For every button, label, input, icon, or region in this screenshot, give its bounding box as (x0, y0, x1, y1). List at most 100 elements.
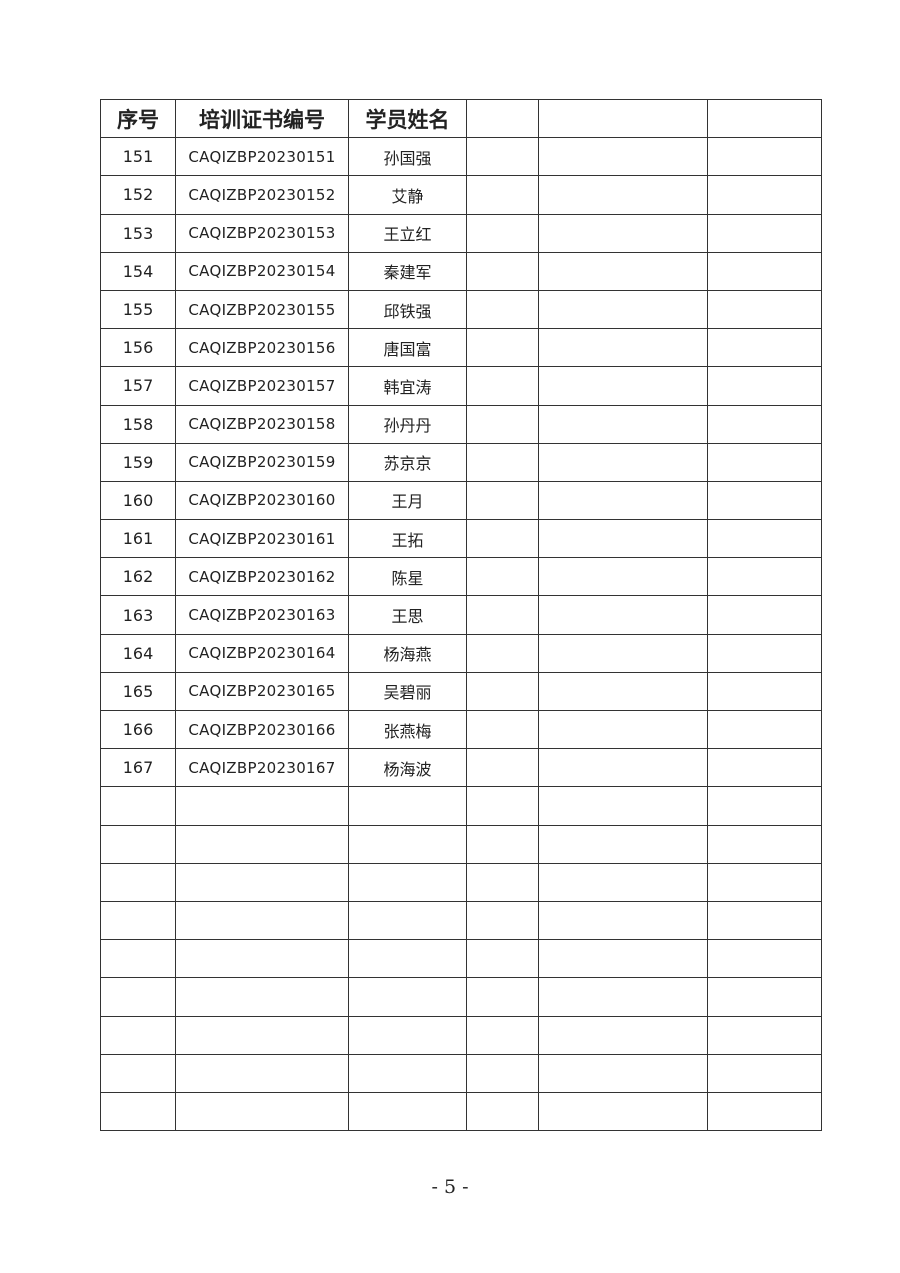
empty-cell (538, 328, 708, 368)
trainee-name: 孙国强 (348, 137, 467, 177)
empty-cell (538, 480, 708, 521)
trainee-name: 吴碧丽 (348, 671, 467, 712)
empty-cell (175, 786, 349, 826)
trainee-name: 苏京京 (348, 442, 467, 482)
empty-cell (466, 900, 539, 941)
trainee-name: 孙丹丹 (348, 404, 467, 444)
serial-number: 156 (100, 328, 176, 368)
empty-cell (466, 251, 539, 291)
empty-cell (538, 289, 708, 330)
empty-cell (466, 786, 539, 826)
page-number: - 5 - (431, 1176, 469, 1198)
trainee-table: 序号 培训证书编号 学员姓名 151 CAQIZBP20230151 孙国强 152 CAQ… (100, 98, 822, 1132)
column-header: 培训证书编号 (175, 98, 349, 139)
certificate-number: CAQIZBP20230163 (175, 595, 349, 635)
empty-cell (538, 748, 708, 788)
empty-cell (466, 862, 539, 902)
empty-cell (707, 939, 822, 979)
empty-cell (348, 1053, 467, 1093)
certificate-number: CAQIZBP20230167 (175, 748, 349, 788)
column-header (707, 98, 822, 139)
empty-cell (707, 633, 822, 673)
trainee-name: 王思 (348, 595, 467, 635)
table-row: 151 CAQIZBP20230151 孙国强 (100, 137, 822, 177)
empty-cell (466, 977, 539, 1017)
column-header: 序号 (100, 98, 176, 139)
empty-cell (100, 786, 176, 826)
empty-cell (466, 824, 539, 864)
empty-cell (707, 328, 822, 368)
empty-cell (466, 175, 539, 215)
empty-cell (348, 1091, 467, 1132)
empty-row (100, 1053, 822, 1093)
empty-cell (100, 1053, 176, 1093)
empty-cell (538, 595, 708, 635)
empty-cell (466, 939, 539, 979)
empty-cell (175, 977, 349, 1017)
empty-cell (707, 366, 822, 406)
empty-cell (466, 1015, 539, 1055)
empty-cell (175, 1091, 349, 1132)
table-row: 154 CAQIZBP20230154 秦建军 (100, 251, 822, 291)
certificate-number: CAQIZBP20230164 (175, 633, 349, 673)
empty-cell (466, 595, 539, 635)
empty-cell (707, 1015, 822, 1055)
table-row: 155 CAQIZBP20230155 邱铁强 (100, 289, 822, 330)
serial-number: 163 (100, 595, 176, 635)
empty-cell (538, 1015, 708, 1055)
empty-cell (175, 900, 349, 941)
empty-cell (707, 289, 822, 330)
trainee-name: 杨海波 (348, 748, 467, 788)
table-row: 161 CAQIZBP20230161 王拓 (100, 519, 822, 559)
empty-row (100, 824, 822, 864)
empty-cell (466, 709, 539, 750)
trainee-name: 秦建军 (348, 251, 467, 291)
empty-cell (538, 519, 708, 559)
empty-row (100, 786, 822, 826)
empty-row (100, 977, 822, 1017)
serial-number: 166 (100, 709, 176, 750)
serial-number: 161 (100, 519, 176, 559)
trainee-name: 张燕梅 (348, 709, 467, 750)
empty-cell (707, 900, 822, 941)
empty-row (100, 1015, 822, 1055)
empty-cell (175, 824, 349, 864)
certificate-number: CAQIZBP20230162 (175, 557, 349, 597)
empty-cell (707, 671, 822, 712)
empty-cell (538, 824, 708, 864)
empty-cell (707, 824, 822, 864)
serial-number: 159 (100, 442, 176, 482)
serial-number: 158 (100, 404, 176, 444)
serial-number: 157 (100, 366, 176, 406)
certificate-number: CAQIZBP20230166 (175, 709, 349, 750)
empty-cell (348, 786, 467, 826)
empty-cell (466, 366, 539, 406)
table-row: 152 CAQIZBP20230152 艾静 (100, 175, 822, 215)
empty-cell (707, 175, 822, 215)
empty-cell (538, 557, 708, 597)
certificate-number: CAQIZBP20230161 (175, 519, 349, 559)
table-row: 167 CAQIZBP20230167 杨海波 (100, 748, 822, 788)
empty-cell (175, 862, 349, 902)
empty-cell (707, 442, 822, 482)
empty-cell (466, 633, 539, 673)
table-row: 162 CAQIZBP20230162 陈星 (100, 557, 822, 597)
empty-cell (538, 671, 708, 712)
empty-cell (348, 862, 467, 902)
certificate-number: CAQIZBP20230153 (175, 213, 349, 253)
empty-cell (538, 1053, 708, 1093)
empty-cell (707, 595, 822, 635)
trainee-name: 王月 (348, 480, 467, 521)
header-row: 序号 培训证书编号 学员姓名 (100, 98, 822, 139)
certificate-number: CAQIZBP20230151 (175, 137, 349, 177)
serial-number: 160 (100, 480, 176, 521)
serial-number: 165 (100, 671, 176, 712)
column-header: 学员姓名 (348, 98, 467, 139)
column-header (466, 98, 539, 139)
empty-cell (466, 442, 539, 482)
empty-cell (538, 939, 708, 979)
empty-row (100, 900, 822, 941)
empty-cell (538, 366, 708, 406)
empty-cell (100, 900, 176, 941)
empty-cell (707, 1053, 822, 1093)
